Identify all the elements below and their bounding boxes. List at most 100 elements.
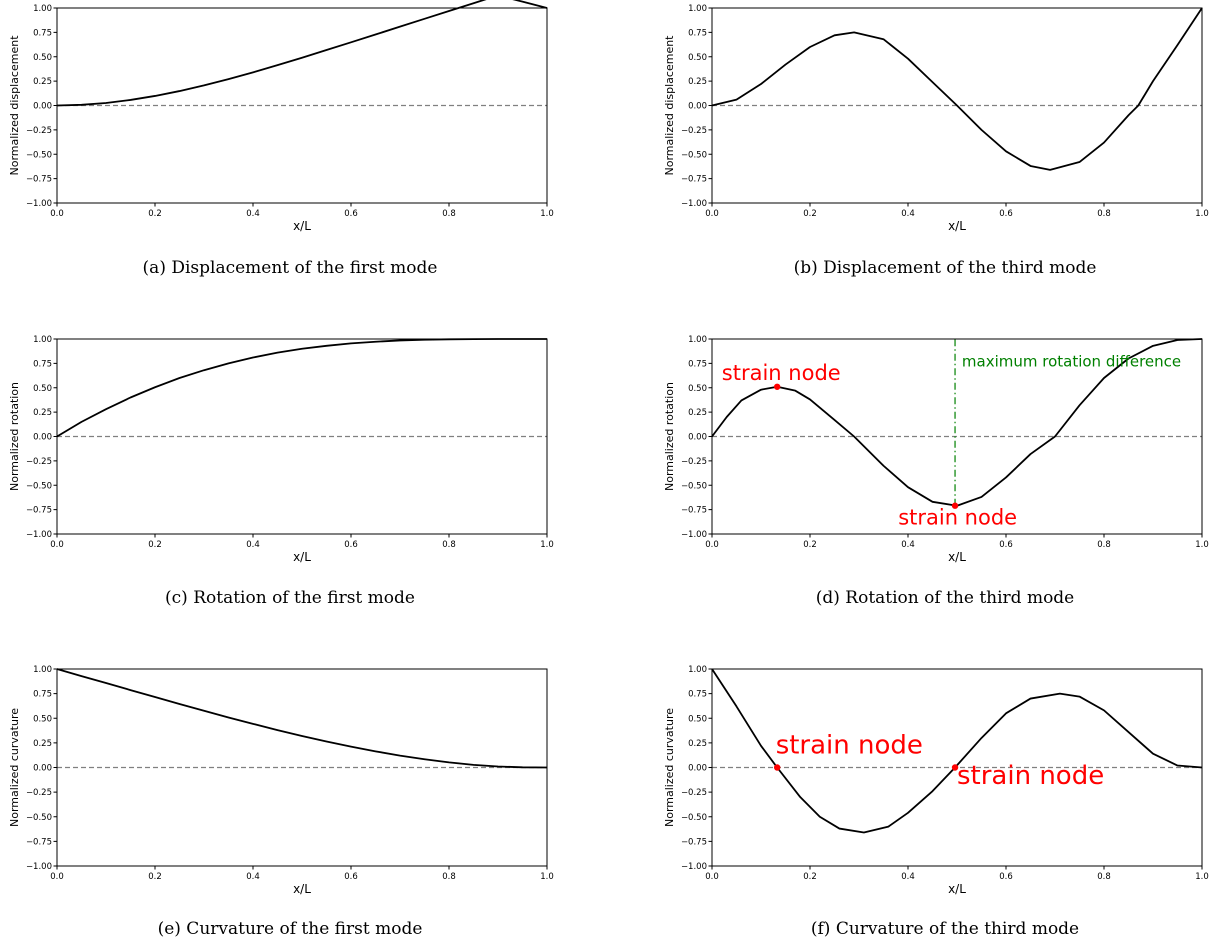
x-axis-label: x/L (948, 882, 966, 896)
x-tick-label: 0.6 (999, 540, 1013, 550)
y-tick-label: −0.50 (681, 813, 707, 823)
max-rotation-difference-label: maximum rotation difference (962, 352, 1181, 370)
x-tick-label: 0.8 (1097, 872, 1111, 882)
x-tick-label: 0.2 (803, 540, 817, 550)
strain-node-marker (773, 383, 781, 390)
panel-a: 0.0 0.2 0.4 0.6 0.8 1.0 1.00 0.75 0.50 0.25 0.00 −0… (8, 0, 554, 278)
panel-caption: (c) Rotation of the first mode (165, 588, 415, 608)
y-tick-label: 0.25 (33, 739, 52, 749)
y-axis-label: Normalized curvature (8, 708, 21, 827)
y-tick-label: 0.75 (688, 690, 707, 700)
x-tick-label: 1.0 (540, 209, 554, 219)
x-tick-label: 0.2 (148, 872, 162, 882)
y-tick-label: 1.00 (33, 335, 52, 345)
x-tick-label: 0.4 (246, 872, 260, 882)
x-tick-label: 0.8 (442, 872, 456, 882)
y-tick-label: 0.25 (688, 408, 707, 418)
strain-node-label: strain node (776, 731, 923, 761)
y-tick-label: −0.75 (681, 175, 707, 185)
y-tick-label: −0.75 (681, 506, 707, 516)
x-axis-label: x/L (948, 550, 966, 564)
mode-shape-line (56, 0, 548, 107)
y-tick-label: −1.00 (26, 530, 52, 540)
x-tick-label: 0.2 (148, 209, 162, 219)
x-tick-label: 0.4 (901, 540, 915, 550)
y-tick-label: −0.75 (681, 837, 707, 847)
mode-shape-line (711, 668, 1203, 834)
x-tick-label: 0.4 (246, 540, 260, 550)
x-tick-label: 1.0 (1195, 209, 1209, 219)
y-axis-label: Normalized rotation (663, 382, 676, 491)
y-tick-label: 0.00 (688, 433, 707, 443)
y-tick-label: 0.25 (688, 739, 707, 749)
y-tick-label: 0.00 (688, 102, 707, 112)
panel-caption: (e) Curvature of the first mode (158, 919, 423, 939)
y-tick-label: 0.00 (33, 764, 52, 774)
y-tick-label: −0.50 (26, 481, 52, 491)
x-tick-label: 0.8 (1097, 209, 1111, 219)
y-tick-label: 1.00 (33, 4, 52, 14)
x-tick-label: 1.0 (1195, 872, 1209, 882)
x-tick-label: 0.8 (1097, 540, 1111, 550)
strain-node-label: strain node (722, 361, 841, 385)
x-tick-label: 0.8 (442, 540, 456, 550)
y-tick-label: −0.50 (681, 150, 707, 160)
y-axis-label: Normalized rotation (8, 382, 21, 491)
y-tick-label: −0.50 (681, 481, 707, 491)
y-tick-label: 0.50 (33, 714, 52, 724)
panel-d: 0.0 0.2 0.4 0.6 0.8 1.0 1.00 0.75 0.50 0.25 0.00 −0… (663, 335, 1209, 608)
panel-e: 0.0 0.2 0.4 0.6 0.8 1.0 1.00 0.75 0.50 0.25 0.00 −0… (8, 665, 554, 939)
panel-caption: (b) Displacement of the third mode (794, 258, 1097, 278)
x-tick-label: 0.6 (344, 209, 358, 219)
y-tick-label: 0.50 (688, 384, 707, 394)
y-tick-label: 1.00 (688, 335, 707, 345)
x-axis-label: x/L (948, 219, 966, 233)
strain-node-label: strain node (898, 505, 1017, 529)
mode-shape-line (711, 338, 1203, 507)
y-tick-label: 0.00 (33, 433, 52, 443)
mode-shape-line (56, 668, 548, 769)
panel-caption: (f) Curvature of the third mode (811, 919, 1079, 939)
strain-node-label: strain node (957, 761, 1104, 791)
y-tick-label: 0.50 (688, 714, 707, 724)
y-tick-label: −0.75 (26, 506, 52, 516)
y-tick-label: −0.75 (26, 837, 52, 847)
x-tick-label: 0.6 (999, 872, 1013, 882)
y-tick-label: 0.25 (688, 77, 707, 87)
y-tick-label: 0.75 (33, 28, 52, 38)
y-axis-label: Normalized displacement (8, 35, 21, 176)
y-tick-label: −1.00 (26, 862, 52, 872)
x-tick-label: 1.0 (540, 540, 554, 550)
y-tick-label: 0.00 (688, 764, 707, 774)
y-tick-label: 0.50 (33, 53, 52, 63)
x-axis-label: x/L (293, 219, 311, 233)
y-tick-label: −1.00 (26, 199, 52, 209)
mode-shape-line (711, 7, 1203, 171)
x-tick-label: 0.0 (705, 540, 719, 550)
y-tick-label: −0.75 (26, 175, 52, 185)
panel-caption: (d) Rotation of the third mode (816, 588, 1075, 608)
x-tick-label: 1.0 (1195, 540, 1209, 550)
y-tick-label: 0.75 (688, 28, 707, 38)
y-tick-label: −0.50 (26, 813, 52, 823)
panel-caption: (a) Displacement of the first mode (143, 258, 438, 278)
x-tick-label: 0.8 (442, 209, 456, 219)
x-axis-label: x/L (293, 550, 311, 564)
y-tick-label: 1.00 (688, 4, 707, 14)
x-axis-label: x/L (293, 882, 311, 896)
panel-b: 0.0 0.2 0.4 0.6 0.8 1.0 1.00 0.75 0.50 0.25 0.00 −0… (663, 4, 1209, 278)
strain-node-marker (951, 502, 959, 509)
x-tick-label: 0.0 (705, 872, 719, 882)
y-tick-label: −0.25 (26, 457, 52, 467)
x-tick-label: 0.4 (901, 872, 915, 882)
panel-f: 0.0 0.2 0.4 0.6 0.8 1.0 1.00 0.75 0.50 0.25 0.00 −0… (663, 665, 1209, 939)
x-tick-label: 0.2 (148, 540, 162, 550)
x-tick-label: 0.2 (803, 209, 817, 219)
y-tick-label: 0.50 (33, 384, 52, 394)
y-tick-label: −1.00 (681, 862, 707, 872)
strain-node-marker (951, 764, 959, 771)
x-tick-label: 1.0 (540, 872, 554, 882)
y-tick-label: −0.25 (681, 126, 707, 136)
y-tick-label: −1.00 (681, 530, 707, 540)
